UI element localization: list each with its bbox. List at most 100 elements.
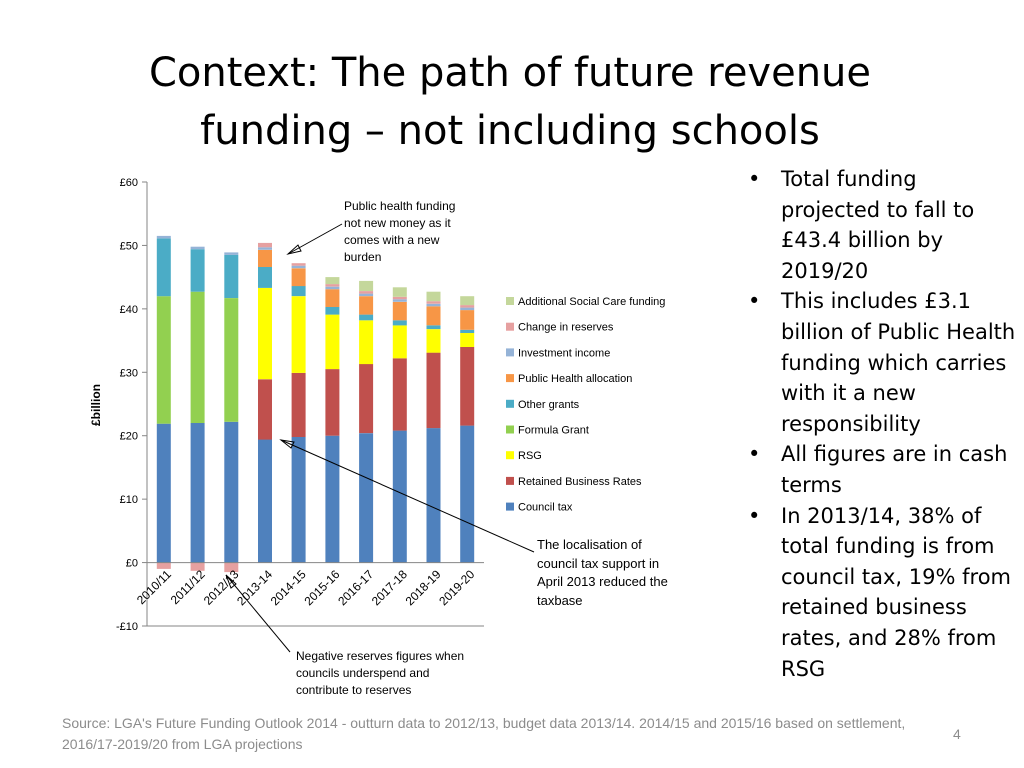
y-axis-label: £billion — [89, 384, 103, 426]
x-tick-label: 2012/13 — [201, 567, 242, 608]
localisation-arrow — [280, 439, 535, 553]
bar-segment — [325, 277, 340, 285]
legend-label: Other grants — [518, 399, 580, 411]
bar-segment — [426, 329, 441, 353]
bar-segment — [392, 325, 407, 359]
bar-segment — [426, 303, 441, 307]
bar-segment — [392, 296, 407, 300]
legend-swatch — [506, 502, 514, 511]
bar-segment — [190, 249, 205, 292]
bar-segment — [258, 439, 272, 563]
bullet-dot: • — [748, 503, 761, 528]
legend-label: Change in reserves — [518, 322, 614, 334]
bar-segment — [190, 423, 205, 563]
slide-title: Context: The path of future revenue fund… — [148, 50, 872, 154]
bar-segment — [359, 320, 374, 365]
bar-segment — [325, 286, 340, 290]
bar-segment — [392, 301, 407, 321]
bullet-text: All figures are in cash terms — [781, 442, 1008, 497]
legend-swatch — [506, 476, 514, 485]
bar-segment — [460, 425, 475, 563]
bar-segment — [460, 305, 475, 308]
bar-segment — [258, 267, 272, 288]
x-tick-label: 2016-17 — [335, 567, 376, 608]
legend-swatch — [506, 399, 514, 408]
legend-swatch — [506, 322, 514, 331]
y-tick-label: £20 — [120, 431, 138, 443]
bullet-item: • Total funding projected to fall to £43.… — [748, 164, 1020, 286]
bullet-text: Total funding projected to fall to £43.4… — [781, 167, 975, 283]
bullet-item: • In 2013/14, 38% of total funding is fro… — [748, 501, 1020, 685]
bar-segment — [359, 314, 374, 321]
bar-segment — [224, 562, 239, 573]
bullet-text: In 2013/14, 38% of total funding is from… — [781, 503, 1012, 681]
x-tick-label: 2013-14 — [234, 567, 275, 608]
y-tick-label: £60 — [120, 177, 138, 189]
bullet-item: • All figures are in cash terms — [748, 439, 1020, 500]
legend-label: Additional Social Care funding — [518, 296, 665, 308]
legend-swatch — [506, 348, 514, 357]
bullet-dot: • — [748, 167, 761, 191]
bar-segment — [426, 428, 441, 563]
bar-segment — [325, 435, 340, 563]
bar-segment — [325, 307, 340, 315]
legend-swatch — [506, 374, 514, 383]
bar-segment — [359, 291, 374, 294]
legend-label: Retained Business Rates — [518, 476, 642, 488]
bullet-text: This includes £3.1 billion of Public Hea… — [781, 289, 1016, 436]
summary-bullets: • Total funding projected to fall to £43.… — [748, 164, 1020, 684]
y-tick-label: £0 — [126, 558, 138, 570]
bar-segment — [258, 247, 272, 250]
y-tick-label: £50 — [120, 240, 138, 252]
y-tick-label: £10 — [120, 494, 138, 506]
bar-segment — [291, 286, 306, 297]
public-health-annotation: Public health funding not new money as i… — [344, 199, 456, 264]
legend-swatch — [506, 425, 514, 434]
bar-segment — [224, 298, 239, 422]
bullet-dot: • — [748, 442, 761, 467]
bar-segment — [224, 252, 239, 255]
bar-segment — [392, 358, 407, 431]
bar-segment — [190, 246, 205, 250]
bar-segment — [392, 287, 407, 297]
bar-segment — [291, 296, 306, 373]
bar-segment — [460, 333, 475, 347]
page-number: 4 — [953, 726, 961, 742]
legend-swatch — [506, 297, 514, 305]
bar-segment — [325, 369, 340, 436]
bullet-item: • This includes £3.1 billion of Public He… — [748, 286, 1020, 439]
legend-label: Council tax — [518, 502, 573, 514]
bar-segment — [359, 364, 374, 434]
bar-segment — [325, 289, 340, 307]
bar-segment — [156, 296, 171, 424]
localisation-annotation: The localisation of council tax support … — [537, 537, 668, 608]
bar-segment — [359, 296, 374, 315]
bar-segment — [460, 296, 475, 306]
source-note: Source: LGA's Future Funding Outlook 201… — [62, 715, 906, 752]
bar-segment — [224, 254, 239, 298]
x-tick-label: 2019-20 — [436, 567, 477, 608]
bar-segment — [460, 307, 475, 311]
bar-segment — [359, 293, 374, 297]
bullet-dot: • — [748, 289, 761, 314]
annotation-arrows — [225, 223, 535, 653]
bar-segment — [258, 287, 272, 380]
bar-segment — [224, 421, 239, 563]
bar-segment — [156, 238, 171, 297]
bar-segment — [291, 268, 306, 287]
x-tick-label: 2017-18 — [369, 567, 410, 608]
legend-label: Public Health allocation — [518, 373, 632, 385]
bar-segment — [426, 325, 441, 330]
bar-segment — [426, 301, 441, 304]
y-tick-label: -£10 — [116, 621, 138, 633]
bar-segment — [190, 291, 205, 423]
public-health-arrowhead — [286, 244, 302, 255]
legend-label: Investment income — [518, 347, 610, 359]
bar-segment — [460, 346, 475, 426]
legend-label: Formula Grant — [518, 425, 589, 437]
bar-segment — [460, 329, 475, 333]
localisation-arrowhead — [279, 439, 295, 449]
bar-segment — [258, 379, 272, 440]
y-tick-label: £40 — [120, 304, 138, 316]
